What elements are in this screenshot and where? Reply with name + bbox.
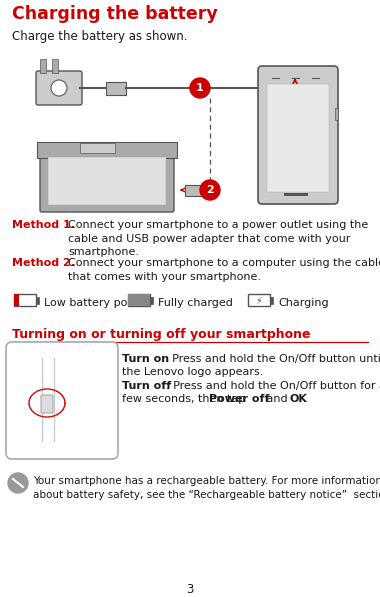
Text: Turn off: Turn off xyxy=(122,381,171,391)
Text: Low battery power: Low battery power xyxy=(44,298,148,308)
FancyBboxPatch shape xyxy=(258,66,338,204)
Text: : Press and hold the On/Off button until: : Press and hold the On/Off button until xyxy=(165,354,380,364)
Text: Method 2.: Method 2. xyxy=(12,258,75,268)
Text: Charging: Charging xyxy=(278,298,329,308)
Text: and: and xyxy=(263,394,291,404)
Bar xyxy=(14,294,36,306)
Bar xyxy=(128,294,150,306)
Circle shape xyxy=(51,80,67,96)
Text: few seconds, then tap: few seconds, then tap xyxy=(122,394,249,404)
FancyBboxPatch shape xyxy=(36,71,82,105)
Text: Power off: Power off xyxy=(209,394,269,404)
FancyBboxPatch shape xyxy=(40,148,174,212)
Text: Fully charged: Fully charged xyxy=(158,298,233,308)
FancyBboxPatch shape xyxy=(41,395,53,413)
Bar xyxy=(14,294,19,306)
Text: 2: 2 xyxy=(206,185,214,195)
Text: 3: 3 xyxy=(186,583,194,596)
Bar xyxy=(48,157,166,205)
Bar xyxy=(284,193,308,196)
Text: Your smartphone has a rechargeable battery. For more information
about battery s: Your smartphone has a rechargeable batte… xyxy=(33,476,380,500)
Circle shape xyxy=(190,78,210,98)
Text: 1: 1 xyxy=(196,83,204,93)
Text: ⚡: ⚡ xyxy=(256,296,263,306)
Text: Turning on or turning off your smartphone: Turning on or turning off your smartphon… xyxy=(12,328,310,341)
FancyBboxPatch shape xyxy=(6,342,118,459)
Text: .: . xyxy=(303,394,307,404)
Bar xyxy=(150,297,153,304)
Bar xyxy=(248,294,270,306)
Text: Connect your smartphone to a power outlet using the
cable and USB power adapter : Connect your smartphone to a power outle… xyxy=(68,220,368,257)
Circle shape xyxy=(8,473,28,493)
Bar xyxy=(267,84,329,192)
Bar xyxy=(36,297,39,304)
Bar xyxy=(52,59,58,73)
Circle shape xyxy=(200,180,220,200)
Bar xyxy=(335,108,338,120)
Text: OK: OK xyxy=(289,394,307,404)
Text: the Lenovo logo appears.: the Lenovo logo appears. xyxy=(122,367,263,377)
Text: Method 1.: Method 1. xyxy=(12,220,75,230)
Bar xyxy=(270,297,273,304)
Bar xyxy=(37,142,177,158)
Text: Turn on: Turn on xyxy=(122,354,169,364)
Bar xyxy=(128,294,150,306)
Text: : Press and hold the On/Off button for a: : Press and hold the On/Off button for a xyxy=(166,381,380,391)
Bar xyxy=(80,143,115,153)
Bar xyxy=(40,59,46,73)
Text: Connect your smartphone to a computer using the cable
that comes with your smart: Connect your smartphone to a computer us… xyxy=(68,258,380,282)
Bar xyxy=(106,82,126,95)
Text: Charging the battery: Charging the battery xyxy=(12,5,218,23)
Text: Charge the battery as shown.: Charge the battery as shown. xyxy=(12,30,187,43)
Bar xyxy=(185,185,205,196)
